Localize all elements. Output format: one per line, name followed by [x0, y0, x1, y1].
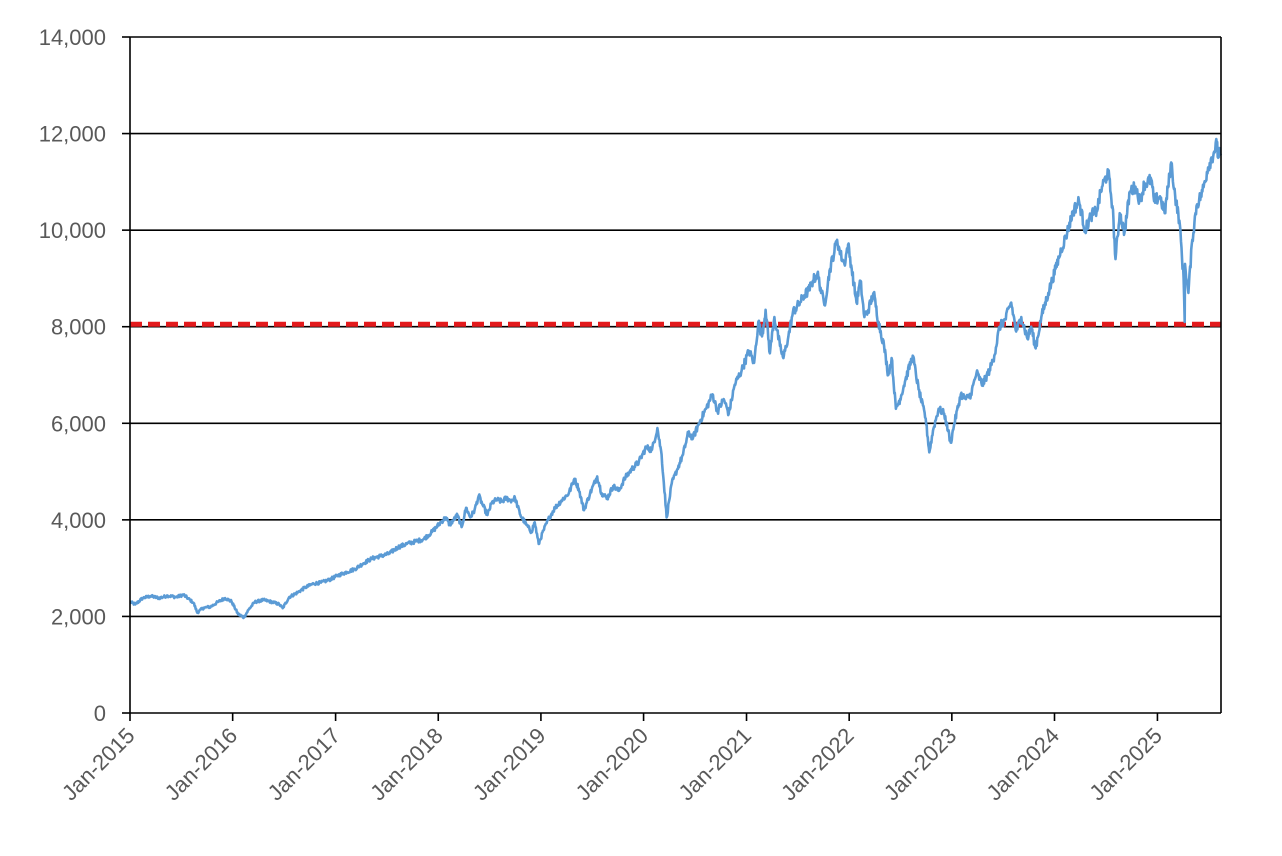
x-tick-label: Jan-2016 [160, 723, 243, 806]
x-tick-label: Jan-2017 [263, 723, 346, 806]
x-tick-label: Jan-2015 [57, 723, 140, 806]
y-tick-label: 8,000 [51, 315, 106, 340]
series-group [129, 137, 1223, 620]
axes [122, 36, 1222, 721]
y-tick-label: 2,000 [51, 604, 106, 629]
x-tick-labels: Jan-2015 Jan-2016 Jan-2017 Jan-2018 Jan-2019… [57, 723, 1167, 806]
y-tick-label: 10,000 [39, 218, 106, 243]
y-tick-label: 6,000 [51, 411, 106, 436]
series-line-0 [129, 137, 1223, 620]
y-tick-label: 4,000 [51, 508, 106, 533]
y-tick-label: 0 [94, 701, 106, 726]
x-tick-label: Jan-2018 [365, 723, 448, 806]
x-tick-label: Jan-2025 [1084, 723, 1167, 806]
x-tick-label: Jan-2021 [673, 723, 756, 806]
y-tick-labels: 0 2,000 4,000 6,000 8,000 10,000 12,000 14,000 [39, 25, 106, 726]
y-tick-label: 12,000 [39, 122, 106, 147]
x-tick-label: Jan-2022 [776, 723, 859, 806]
x-tick-label: Jan-2019 [468, 723, 551, 806]
y-tick-label: 14,000 [39, 25, 106, 50]
x-tick-label: Jan-2020 [571, 723, 654, 806]
x-tick-label: Jan-2024 [981, 723, 1064, 806]
x-tick-label: Jan-2023 [879, 723, 962, 806]
